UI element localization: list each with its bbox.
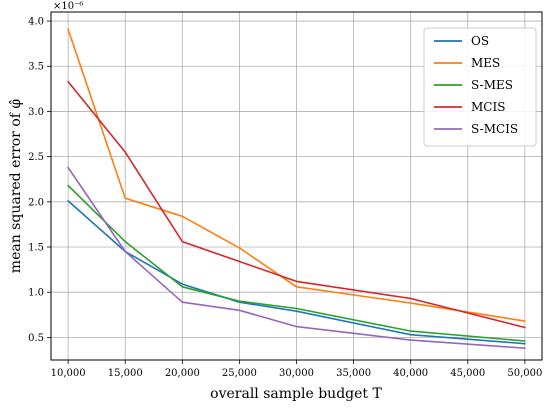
y-tick-label: 0.5 <box>28 333 44 344</box>
y-tick-label: 3.5 <box>28 62 44 73</box>
y-multiplier-label: ×10⁻⁶ <box>53 1 83 12</box>
x-tick-label: 10,000 <box>51 368 86 379</box>
series-lines <box>67 28 526 350</box>
y-tick-label: 2.0 <box>28 197 44 208</box>
legend-label: OS <box>471 34 489 48</box>
x-tick-label: 45,000 <box>450 368 485 379</box>
legend-label: MCIS <box>471 100 505 114</box>
legend-label: S-MCIS <box>471 122 518 136</box>
x-axis-label: overall sample budget T <box>210 386 382 402</box>
x-tick-label: 50,000 <box>507 368 542 379</box>
x-axis-ticks: 10,000 15,000 20,000 25,000 30,000 35,000 40,0… <box>51 360 542 379</box>
y-tick-label: 3.0 <box>28 107 44 118</box>
series-line-s-mes <box>67 184 526 342</box>
legend: OS MES S-MES MCIS S-MCIS <box>423 27 537 147</box>
y-tick-label: 2.5 <box>28 152 44 163</box>
y-tick-label: 1.5 <box>28 243 44 254</box>
x-tick-label: 25,000 <box>222 368 257 379</box>
series-line-s-mcis <box>67 166 526 350</box>
legend-label: S-MES <box>471 78 513 92</box>
x-tick-label: 20,000 <box>165 368 200 379</box>
legend-label: MES <box>471 56 500 70</box>
y-axis-ticks: 0.5 1.0 1.5 2.0 2.5 3.0 3.5 4.0 <box>28 17 51 344</box>
x-tick-label: 30,000 <box>279 368 314 379</box>
y-tick-label: 4.0 <box>28 17 44 28</box>
series-line-mcis <box>67 80 526 329</box>
x-tick-label: 15,000 <box>108 368 143 379</box>
x-tick-label: 35,000 <box>336 368 371 379</box>
y-axis-label: mean squared error of φ̂ <box>8 99 24 274</box>
x-tick-label: 40,000 <box>393 368 428 379</box>
legend-box <box>423 27 537 147</box>
y-tick-label: 1.0 <box>28 288 44 299</box>
series-line-mes <box>67 28 526 322</box>
